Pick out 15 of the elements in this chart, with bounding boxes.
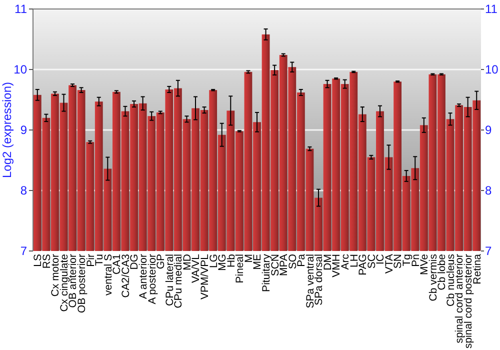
- y2-tick-label: 11: [485, 2, 498, 16]
- y2-tick-label: 7: [485, 244, 492, 258]
- y-tick-label: 7: [20, 244, 28, 258]
- y-axis-title: Log2 (expression): [0, 82, 14, 178]
- y-tick-label: 11: [14, 2, 28, 16]
- y-tick-label: 9: [20, 123, 28, 138]
- y2-tick-label: 9: [485, 123, 492, 138]
- x-tick-label: OB posterior: [76, 254, 88, 313]
- y2-tick-label: 10: [485, 62, 499, 77]
- x-tick-label: VPM/VPL: [198, 254, 211, 300]
- y-tick-label: 8: [20, 184, 28, 198]
- x-tick-label: RS: [40, 254, 53, 269]
- x-tick-label: Tg: [401, 254, 414, 266]
- y-tick-label: 10: [14, 62, 28, 77]
- y2-tick-label: 8: [485, 184, 492, 198]
